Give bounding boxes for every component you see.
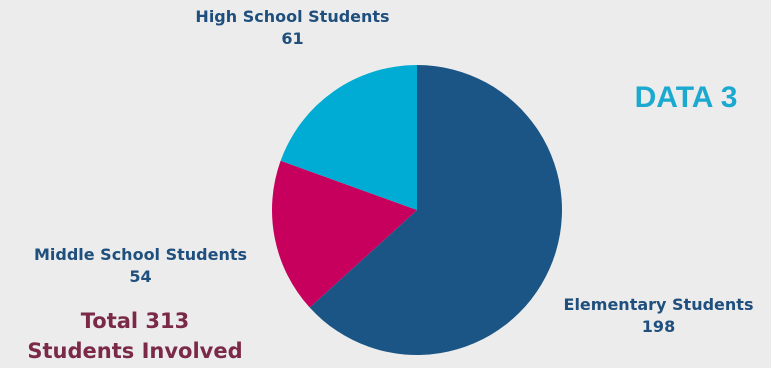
pie-slice-high-school-students (280, 65, 417, 210)
elementary-label: Elementary Students 198 (546, 294, 771, 338)
high-school-label: High School Students 61 (150, 6, 435, 50)
elementary-label-name: Elementary Students (563, 295, 754, 314)
students-involved-line: Students Involved (27, 339, 243, 363)
middle-school-label: Middle School Students 54 (8, 244, 273, 288)
elementary-label-value: 198 (641, 317, 676, 336)
high-school-label-value: 61 (281, 29, 304, 48)
total-annotation: Total 313 Students Involved (10, 306, 260, 366)
total-line: Total 313 (80, 309, 190, 333)
middle-school-label-value: 54 (129, 267, 152, 286)
pie-slice-middle-school-students (272, 160, 417, 308)
chart-title: DATA 3 (634, 81, 738, 114)
high-school-label-name: High School Students (195, 7, 390, 26)
pie-slice-elementary-students (309, 65, 562, 355)
middle-school-label-name: Middle School Students (33, 245, 248, 264)
